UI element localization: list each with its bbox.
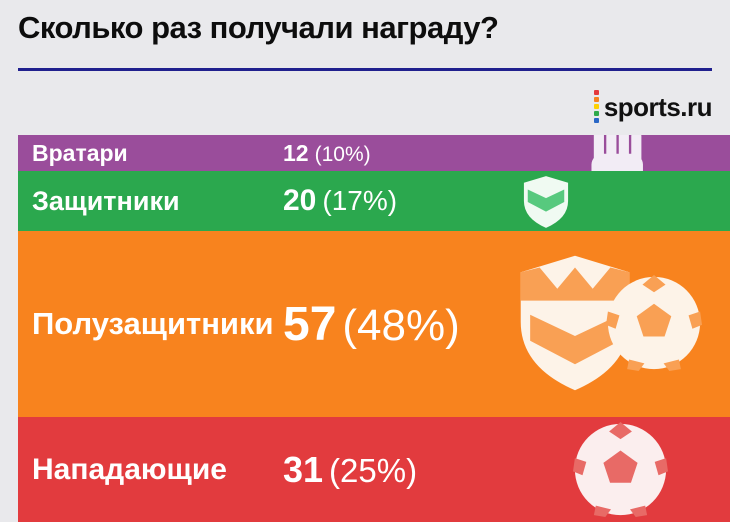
shield-icon	[516, 253, 634, 393]
row-label: Нападающие	[32, 452, 227, 486]
bar-row-goalkeepers: Вратари 12 (10%)	[18, 135, 730, 171]
value-percent: (25%)	[329, 451, 418, 489]
title-divider	[18, 68, 712, 71]
value-number: 31	[283, 448, 324, 490]
row-value: 20 (17%)	[283, 184, 397, 218]
row-label: Полузащитники	[32, 306, 274, 341]
sports-ru-logo-text: sports.ru	[603, 92, 713, 122]
value-percent: (48%)	[342, 300, 460, 350]
bar-row-midfielders: Полузащитники 57 (48%)	[18, 231, 730, 417]
sports-ru-logo: sports.ru	[593, 90, 713, 125]
soccer-ball-icon	[606, 275, 702, 371]
bar-row-defenders: Защитники 20 (17%)	[18, 171, 730, 231]
row-label: Защитники	[32, 185, 180, 216]
value-percent: (10%)	[314, 142, 371, 166]
shield-icon	[522, 174, 570, 230]
page-title: Сколько раз получали награду?	[18, 10, 499, 45]
row-value: 31 (25%)	[283, 449, 417, 491]
value-number: 20	[283, 184, 317, 217]
value-number: 12	[283, 139, 309, 166]
bar-row-forwards: Нападающие 31 (25%)	[18, 417, 730, 522]
row-label: Вратари	[32, 139, 128, 166]
row-value: 12 (10%)	[283, 140, 371, 167]
shield-and-ball-icon	[516, 253, 702, 393]
value-number: 57	[283, 297, 337, 351]
soccer-ball-icon	[573, 422, 668, 517]
row-value: 57 (48%)	[283, 297, 460, 352]
value-percent: (17%)	[322, 185, 398, 216]
goalkeeper-glove-icon	[576, 135, 660, 171]
sports-ru-dots-icon	[593, 90, 599, 125]
award-bar-chart: Вратари 12 (10%) Защитники 20 (17%)	[18, 135, 730, 522]
